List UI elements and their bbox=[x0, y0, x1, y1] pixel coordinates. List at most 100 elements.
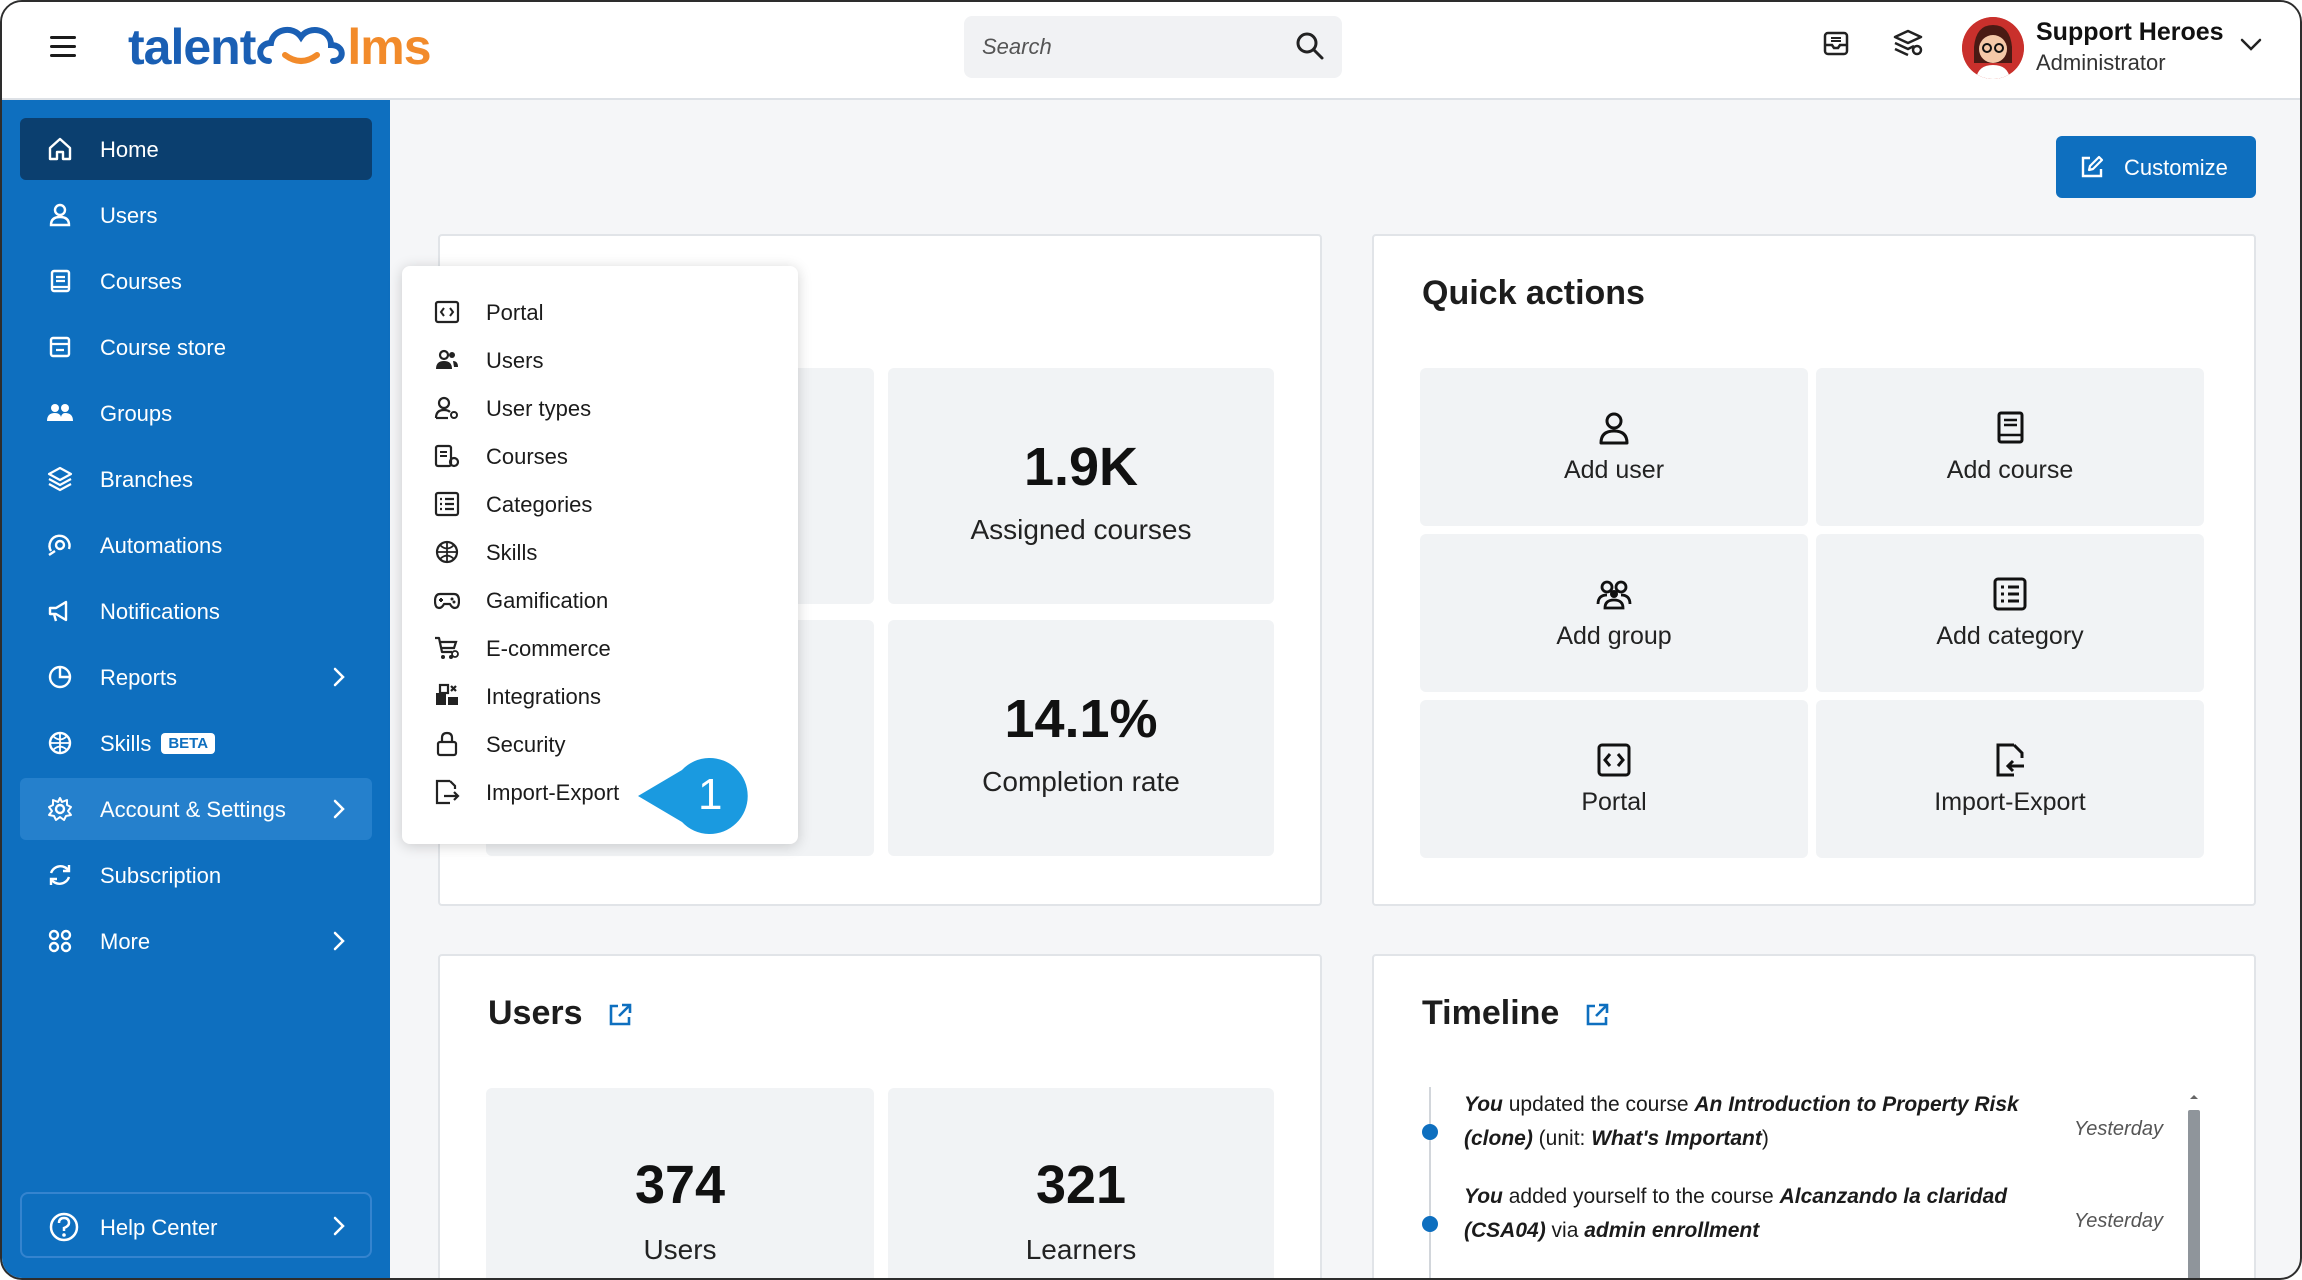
quick-action-import-export[interactable]: Import-Export bbox=[1816, 700, 2204, 858]
group-icon bbox=[47, 404, 73, 421]
timeline-text-part: ) bbox=[1761, 1127, 1769, 1150]
timeline-text: You updated the course An Introduction t… bbox=[1464, 1088, 2044, 1156]
beta-badge: BETA bbox=[161, 733, 216, 754]
sidebar-item-reports[interactable]: Reports bbox=[20, 646, 372, 708]
import-export-icon bbox=[435, 779, 460, 805]
menu-item-users[interactable]: Users bbox=[432, 338, 772, 382]
book-icon bbox=[1997, 411, 2024, 444]
sidebar-item-subscription[interactable]: Subscription bbox=[20, 844, 372, 906]
menu-item-portal[interactable]: Portal bbox=[432, 290, 772, 334]
stat-label: Assigned courses bbox=[970, 514, 1192, 545]
timeline-course-link[interactable]: An Introduction to Property Risk (clone) bbox=[1464, 1093, 2019, 1150]
menu-item-import-export[interactable]: Import-Export bbox=[432, 770, 772, 814]
sidebar-item-label: Automations bbox=[100, 533, 223, 558]
timeline-time: Yesterday bbox=[2074, 1210, 2163, 1232]
menu-item-integrations[interactable]: Integrations bbox=[432, 674, 772, 718]
sidebar-item-account-settings[interactable]: Account & Settings bbox=[20, 778, 372, 840]
gear-icon bbox=[48, 797, 72, 821]
home-icon bbox=[48, 137, 72, 161]
customize-label: Customize bbox=[2124, 155, 2228, 180]
sidebar-item-automations[interactable]: Automations bbox=[20, 514, 372, 576]
sidebar-item-users[interactable]: Users bbox=[20, 184, 372, 246]
stat-value: 321 bbox=[1035, 1155, 1127, 1215]
callout-number: 1 bbox=[698, 770, 723, 819]
quick-action-label: Portal bbox=[1581, 788, 1647, 816]
chevron-right-icon bbox=[333, 799, 345, 819]
quick-action-label: Add category bbox=[1936, 622, 2084, 650]
sidebar-item-label: Subscription bbox=[100, 863, 222, 888]
timeline-text-part: (unit: bbox=[1532, 1127, 1592, 1150]
search-input[interactable] bbox=[982, 28, 1272, 66]
stat-tile-learners[interactable]: 321 Learners bbox=[888, 1088, 1274, 1278]
search-icon[interactable] bbox=[1294, 30, 1326, 62]
stat-tile-assigned-courses[interactable]: 1.9K Assigned courses bbox=[888, 368, 1274, 604]
menu-item-categories[interactable]: Categories bbox=[432, 482, 772, 526]
menu-item-label: Categories bbox=[486, 492, 593, 517]
sidebar-item-label: Groups bbox=[100, 401, 173, 426]
sidebar-item-label: Courses bbox=[100, 269, 182, 294]
quick-action-add-group[interactable]: Add group bbox=[1420, 534, 1808, 692]
sidebar-item-branches[interactable]: Branches bbox=[20, 448, 372, 510]
menu-item-label: Integrations bbox=[486, 684, 601, 709]
cloud-icon bbox=[257, 26, 346, 64]
stat-tile-completion-rate[interactable]: 14.1% Completion rate bbox=[888, 620, 1274, 856]
menu-item-label: E-commerce bbox=[486, 636, 611, 661]
timeline-scrollbar[interactable] bbox=[2186, 1090, 2202, 1278]
chevron-right-icon bbox=[333, 931, 345, 951]
quick-action-add-course[interactable]: Add course bbox=[1816, 368, 2204, 526]
sidebar-item-notifications[interactable]: Notifications bbox=[20, 580, 372, 642]
help-center-button[interactable]: Help Center bbox=[20, 1192, 372, 1258]
menu-item-user-types[interactable]: User types bbox=[432, 386, 772, 430]
timeline-course-link[interactable]: Alcanzando la claridad (CSA04) bbox=[1464, 1185, 2008, 1242]
sidebar-item-home[interactable]: Home bbox=[20, 118, 372, 180]
sidebar-item-course-store[interactable]: Course store bbox=[20, 316, 372, 378]
pie-chart-icon bbox=[48, 665, 72, 689]
quick-action-add-user[interactable]: Add user bbox=[1420, 368, 1808, 526]
user-types-icon bbox=[434, 396, 458, 420]
profile-role: Administrator bbox=[2036, 50, 2166, 75]
user-profile-menu[interactable]: Support Heroes Administrator bbox=[1962, 8, 2280, 90]
sidebar-item-courses[interactable]: Courses bbox=[20, 250, 372, 312]
portal-icon bbox=[434, 300, 460, 324]
menu-item-courses[interactable]: Courses bbox=[432, 434, 772, 478]
branches-switch-icon[interactable] bbox=[1892, 28, 1924, 58]
timeline-card: Timeline bbox=[1372, 954, 2256, 1278]
external-link-icon[interactable] bbox=[606, 1001, 634, 1029]
stat-value: 1.9K bbox=[1023, 437, 1139, 497]
timeline-text: You added yourself to the course Alcanza… bbox=[1464, 1180, 2044, 1248]
chevron-right-icon bbox=[333, 1216, 345, 1236]
book-icon bbox=[50, 269, 71, 293]
messages-icon[interactable] bbox=[1822, 28, 1850, 58]
menu-item-e-commerce[interactable]: E-commerce bbox=[432, 626, 772, 670]
menu-item-security[interactable]: Security bbox=[432, 722, 772, 766]
sidebar: Home Users Courses Course store Groups B… bbox=[2, 100, 390, 1278]
chevron-right-icon bbox=[333, 667, 345, 687]
stat-tile-users[interactable]: 374 Users bbox=[486, 1088, 874, 1278]
sidebar-item-more[interactable]: More bbox=[20, 910, 372, 972]
menu-item-label: Portal bbox=[486, 300, 544, 325]
timeline-unit-link[interactable]: What's Important bbox=[1591, 1127, 1762, 1150]
menu-item-gamification[interactable]: Gamification bbox=[432, 578, 772, 622]
customize-button[interactable]: Customize bbox=[2056, 136, 2256, 198]
talentlms-logo[interactable]: talent lms bbox=[128, 12, 432, 82]
sidebar-item-skills[interactable]: Skills BETA bbox=[20, 712, 372, 774]
layers-icon bbox=[47, 466, 73, 492]
sidebar-item-label: Course store bbox=[100, 335, 226, 360]
quick-action-portal[interactable]: Portal bbox=[1420, 700, 1808, 858]
scroll-up-icon[interactable] bbox=[2186, 1090, 2202, 1104]
user-icon bbox=[1599, 412, 1629, 445]
menu-item-label: Gamification bbox=[486, 588, 609, 613]
sidebar-item-groups[interactable]: Groups bbox=[20, 382, 372, 444]
category-list-icon bbox=[434, 491, 460, 517]
lock-icon bbox=[436, 731, 458, 757]
search-box bbox=[964, 16, 1342, 78]
stat-value: 14.1% bbox=[1004, 689, 1158, 749]
menu-item-skills[interactable]: Skills bbox=[432, 530, 772, 574]
hamburger-menu-icon[interactable] bbox=[50, 36, 76, 57]
sidebar-item-label-wrap: Skills BETA bbox=[100, 731, 216, 757]
external-link-icon[interactable] bbox=[1583, 1001, 1611, 1029]
scrollbar-thumb[interactable] bbox=[2188, 1110, 2200, 1278]
chevron-down-icon[interactable] bbox=[2240, 38, 2262, 52]
quick-action-add-category[interactable]: Add category bbox=[1816, 534, 2204, 692]
